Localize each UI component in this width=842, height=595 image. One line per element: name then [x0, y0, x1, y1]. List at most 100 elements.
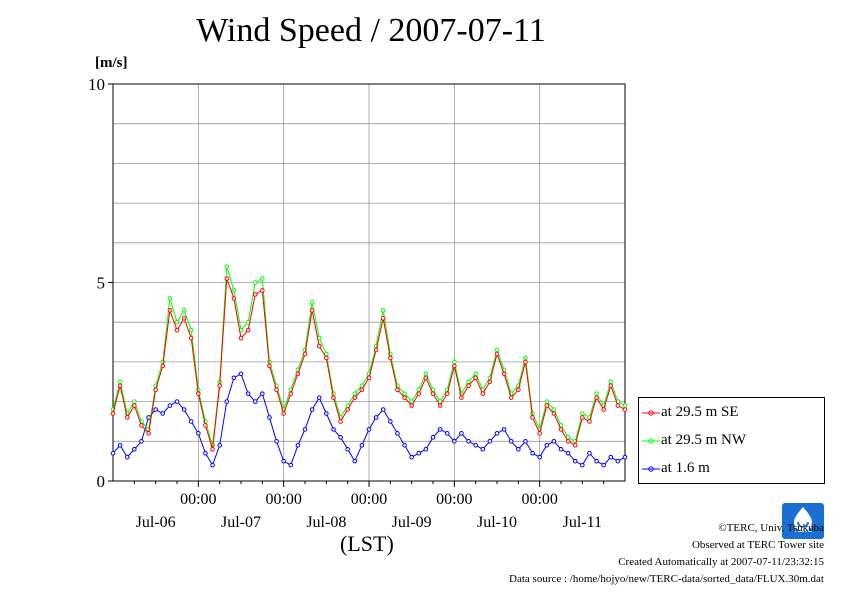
- data-point-series-0: [309, 307, 315, 313]
- data-point-series-2: [196, 431, 201, 436]
- x-axis-label: (LST): [340, 531, 394, 556]
- data-point-series-0: [416, 391, 422, 396]
- data-point-series-2: [466, 439, 471, 444]
- data-point-series-0: [359, 387, 365, 392]
- data-point-series-0: [188, 335, 194, 341]
- data-point-series-0: [466, 383, 471, 389]
- data-point-series-0: [551, 411, 557, 416]
- data-point-series-0: [224, 276, 230, 281]
- data-point-series-0: [494, 351, 500, 357]
- data-point-series-2: [409, 454, 414, 460]
- x-day-label: Jul-07: [221, 514, 261, 531]
- data-point-series-0: [316, 343, 322, 349]
- data-point-series-0: [523, 359, 528, 365]
- data-point-series-1: [352, 391, 358, 396]
- data-point-series-2: [473, 442, 478, 448]
- data-point-series-2: [174, 399, 180, 404]
- data-point-series-0: [423, 375, 429, 381]
- data-point-series-2: [188, 419, 194, 424]
- data-point-series-1: [260, 276, 265, 281]
- credit-observed: Observed at TERC Tower site: [691, 539, 824, 551]
- data-point-series-0: [196, 391, 201, 396]
- data-point-series-1: [551, 407, 557, 412]
- data-point-series-1: [622, 403, 628, 408]
- data-point-series-0: [508, 395, 514, 400]
- data-point-series-2: [160, 411, 166, 416]
- data-point-series-0: [388, 355, 393, 361]
- data-point-series-0: [622, 407, 628, 412]
- data-point-series-2: [210, 462, 215, 468]
- data-point-series-2: [331, 427, 336, 432]
- data-point-series-0: [459, 395, 464, 400]
- data-point-series-2: [388, 419, 393, 424]
- data-point-series-1: [380, 307, 386, 313]
- data-point-series-2: [423, 446, 429, 452]
- data-point-series-2: [359, 442, 365, 448]
- data-point-series-2: [281, 458, 286, 464]
- data-point-series-2: [352, 458, 358, 464]
- x-day-label: Jul-11: [563, 514, 602, 531]
- data-point-series-2: [224, 399, 230, 404]
- data-point-series-2: [622, 454, 628, 460]
- data-point-series-2: [594, 458, 599, 464]
- data-point-series-0: [139, 423, 144, 428]
- data-point-series-0: [558, 427, 564, 432]
- data-point-series-2: [494, 431, 500, 436]
- data-point-series-1: [494, 347, 500, 353]
- data-point-series-0: [281, 411, 286, 416]
- y-axis-unit-label: [m/s]: [95, 55, 128, 71]
- data-point-series-2: [124, 454, 130, 460]
- data-point-series-0: [352, 395, 358, 400]
- data-point-series-2: [238, 371, 244, 377]
- legend-swatch-low: [642, 466, 660, 472]
- data-point-series-0: [245, 327, 251, 333]
- data-point-series-0: [572, 442, 578, 448]
- data-point-series-0: [181, 315, 187, 321]
- data-point-series-0: [160, 363, 166, 369]
- data-point-series-0: [615, 403, 621, 408]
- data-point-series-0: [124, 415, 130, 420]
- data-point-series-0: [288, 391, 294, 396]
- data-point-series-2: [587, 450, 592, 456]
- data-point-series-0: [274, 387, 279, 392]
- data-point-series-2: [558, 446, 564, 452]
- data-point-series-1: [309, 300, 315, 305]
- data-point-series-0: [345, 407, 350, 412]
- data-point-series-0: [487, 379, 493, 385]
- terc-logo-icon: [782, 503, 824, 539]
- data-point-series-0: [302, 351, 308, 357]
- data-point-series-2: [132, 446, 137, 452]
- data-point-series-2: [252, 399, 258, 404]
- data-point-series-2: [580, 462, 585, 468]
- data-point-series-1: [466, 379, 471, 385]
- data-point-series-2: [260, 391, 265, 396]
- data-point-series-1: [181, 307, 187, 313]
- data-point-series-0: [608, 383, 614, 389]
- x-time-label: 00:00: [521, 491, 557, 508]
- data-point-series-2: [324, 411, 329, 416]
- data-point-series-0: [501, 371, 507, 377]
- data-point-series-2: [444, 431, 450, 436]
- data-point-series-2: [167, 403, 173, 408]
- data-point-series-1: [423, 371, 429, 377]
- data-point-series-2: [430, 435, 436, 440]
- data-point-series-2: [288, 462, 294, 468]
- credit-source: Data source : /home/hojyo/new/TERC-data/…: [509, 573, 824, 585]
- data-point-series-0: [402, 395, 407, 400]
- data-point-series-2: [551, 439, 557, 444]
- data-point-series-2: [544, 442, 550, 448]
- credit-created: Created Automatically at 2007-07-11/23:3…: [618, 556, 824, 568]
- data-point-series-2: [181, 407, 187, 412]
- data-point-series-0: [146, 431, 151, 436]
- data-point-series-2: [416, 450, 422, 456]
- legend-swatch-nw: [642, 438, 660, 444]
- data-point-series-1: [167, 296, 173, 301]
- data-point-series-2: [501, 427, 507, 432]
- data-point-series-0: [324, 355, 329, 361]
- x-day-label: Jul-10: [477, 514, 517, 531]
- data-point-series-0: [444, 391, 450, 396]
- data-point-series-0: [110, 411, 116, 416]
- data-point-series-0: [537, 431, 542, 436]
- data-point-series-1: [608, 379, 614, 385]
- data-point-series-0: [117, 383, 123, 389]
